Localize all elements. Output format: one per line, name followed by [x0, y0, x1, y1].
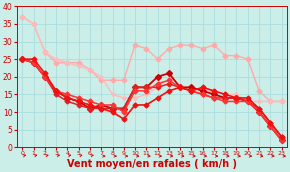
X-axis label: Vent moyen/en rafales ( km/h ): Vent moyen/en rafales ( km/h ) — [67, 159, 237, 169]
